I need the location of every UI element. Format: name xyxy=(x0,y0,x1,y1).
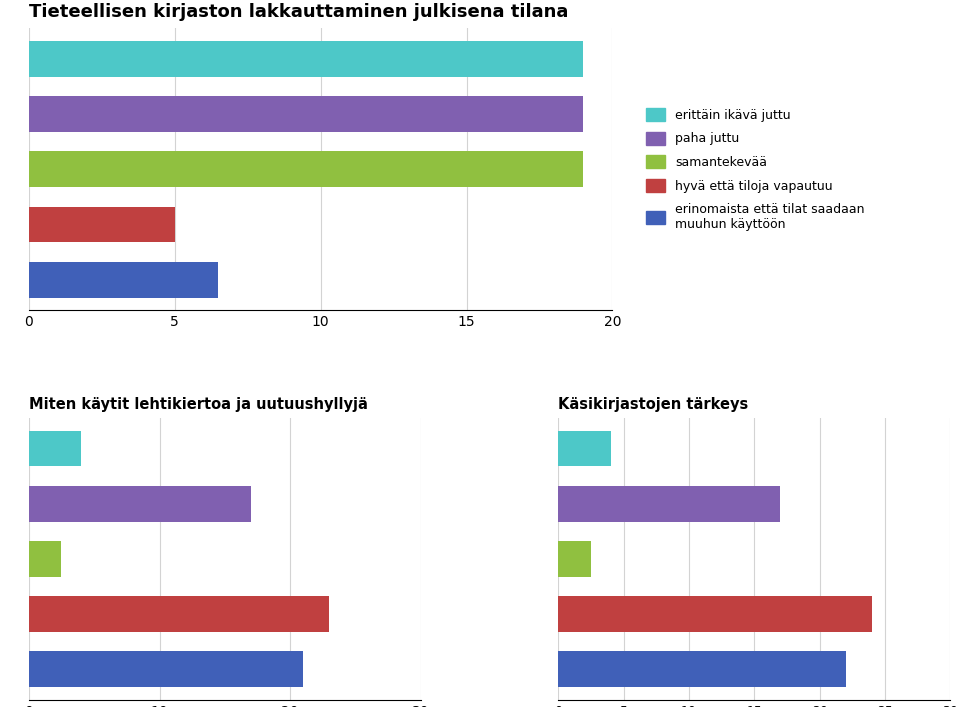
Bar xyxy=(29,596,329,632)
Text: Käsikirjastojen tärkeys: Käsikirjastojen tärkeys xyxy=(558,397,749,412)
Text: Miten käytit lehtikiertoa ja uutuushyllyjä: Miten käytit lehtikiertoa ja uutuushylly… xyxy=(29,397,368,412)
Bar xyxy=(558,651,846,687)
Legend: erittäin ikävä juttu, paha juttu, samantekevää, hyvä että tiloja vapautuu, erino: erittäin ikävä juttu, paha juttu, samant… xyxy=(641,103,870,235)
Bar xyxy=(29,151,584,187)
Bar xyxy=(558,431,611,467)
Bar xyxy=(558,596,872,632)
Bar xyxy=(29,206,175,243)
Bar xyxy=(29,651,303,687)
Bar xyxy=(29,262,219,298)
Bar xyxy=(29,41,584,77)
Bar xyxy=(29,431,81,467)
Bar xyxy=(29,541,61,577)
Bar xyxy=(29,486,251,522)
Bar xyxy=(558,541,591,577)
Bar xyxy=(558,486,780,522)
Text: Tieteellisen kirjaston lakkauttaminen julkisena tilana: Tieteellisen kirjaston lakkauttaminen ju… xyxy=(29,3,568,21)
Bar xyxy=(29,96,584,132)
